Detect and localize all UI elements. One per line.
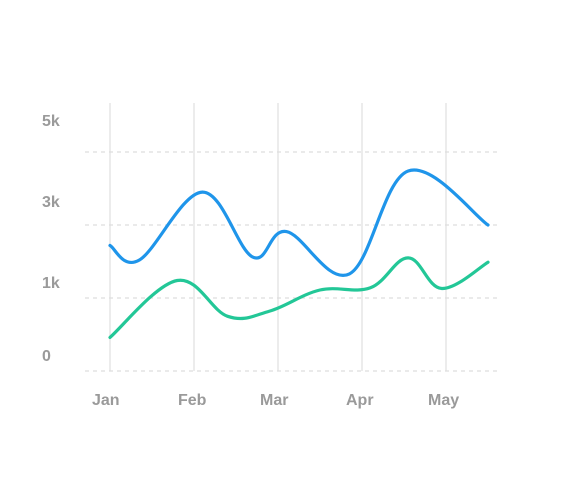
y-tick-label-1: 1k	[42, 275, 60, 292]
x-tick-label-may: May	[428, 392, 459, 409]
series-line-0	[108, 168, 490, 278]
y-tick-label-3: 5k	[42, 113, 60, 130]
axis-labels: 0 1k 3k 5k Jan Feb Mar Apr May	[42, 113, 459, 409]
y-tick-label-2: 3k	[42, 194, 60, 211]
x-tick-label-mar: Mar	[260, 392, 288, 409]
grid-lines	[85, 103, 498, 372]
x-tick-label-jan: Jan	[92, 392, 120, 409]
x-tick-label-apr: Apr	[346, 392, 374, 409]
x-tick-label-feb: Feb	[178, 392, 207, 409]
y-tick-label-0: 0	[42, 348, 51, 365]
series-lines	[108, 168, 490, 340]
series-line-1	[108, 256, 490, 340]
